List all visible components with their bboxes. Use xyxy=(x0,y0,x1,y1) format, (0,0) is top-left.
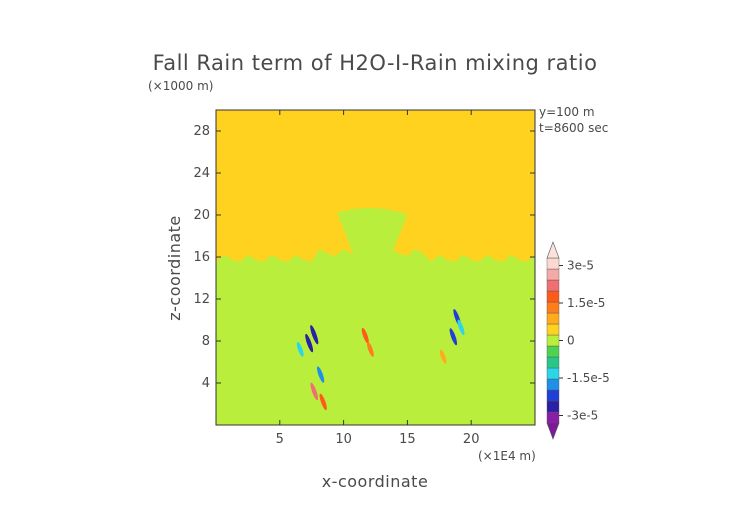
y-unit-label: (×1000 m) xyxy=(148,79,213,93)
annotation-t: t=8600 sec xyxy=(539,121,608,135)
colorbar-tick-label: -3e-5 xyxy=(567,409,598,423)
colorbar-swatch xyxy=(546,345,560,358)
colorbar-min-arrow xyxy=(546,422,560,440)
colorbar-swatch xyxy=(546,268,560,281)
y-tick-label: 8 xyxy=(202,334,210,349)
y-tick-label: 28 xyxy=(193,124,210,139)
x-tick-label: 20 xyxy=(463,432,480,447)
x-axis-title: x-coordinate xyxy=(322,472,429,491)
y-tick-label: 12 xyxy=(193,292,210,307)
y-tick-label: 16 xyxy=(193,250,210,265)
x-tick-label: 10 xyxy=(335,432,352,447)
colorbar-swatch xyxy=(546,290,560,303)
chart-title: Fall Rain term of H2O-I-Rain mixing rati… xyxy=(153,51,598,75)
colorbar-tick-label: 1.5e-5 xyxy=(567,296,605,310)
field-feature xyxy=(367,342,374,357)
colorbar-swatch xyxy=(546,279,560,292)
field-layer xyxy=(216,208,535,425)
colorbar-swatch xyxy=(546,389,560,402)
field-feature xyxy=(310,382,319,401)
field-feature xyxy=(296,342,304,357)
colorbar-swatch xyxy=(546,378,560,391)
colorbar-swatch xyxy=(546,411,560,424)
colorbar-tick-label: 0 xyxy=(567,334,575,348)
y-axis: 4 8 12 16 20 24 28 xyxy=(193,124,535,391)
colorbar-swatch xyxy=(546,312,560,325)
plot-frame xyxy=(215,109,536,426)
field-region xyxy=(337,208,408,268)
y-tick-label: 24 xyxy=(193,166,210,181)
y-tick-label: 4 xyxy=(202,376,210,391)
colorbar-swatch xyxy=(546,356,560,369)
field-feature xyxy=(439,349,447,364)
plot-area xyxy=(215,109,536,426)
field-feature xyxy=(305,333,314,353)
x-tick-label: 15 xyxy=(399,432,416,447)
colorbar-swatch xyxy=(546,257,560,270)
field-feature xyxy=(317,366,325,383)
colorbar: 3e-5 1.5e-5 0 -1.5e-5 -3e-5 xyxy=(546,241,610,440)
colorbar-swatch xyxy=(546,367,560,380)
field-feature xyxy=(319,393,327,411)
colorbar-tick-label: 3e-5 xyxy=(567,259,594,273)
x-tick-label: 5 xyxy=(276,432,284,447)
y-axis-title: z-coordinate xyxy=(165,215,184,321)
colorbar-swatch xyxy=(546,323,560,336)
colorbar-swatch xyxy=(546,301,560,314)
field-feature xyxy=(310,325,319,345)
field-region xyxy=(216,248,535,425)
annotation-y: y=100 m xyxy=(539,105,595,119)
field-feature xyxy=(449,328,458,346)
colorbar-swatch xyxy=(546,400,560,413)
colorbar-max-arrow xyxy=(546,241,560,259)
field-feature xyxy=(457,319,465,336)
x-unit-label: (×1E4 m) xyxy=(478,449,536,463)
y-tick-label: 20 xyxy=(193,208,210,223)
x-axis: 5 10 15 20 xyxy=(276,110,480,447)
field-feature xyxy=(361,327,369,344)
colorbar-swatch xyxy=(546,334,560,347)
colorbar-tick-label: -1.5e-5 xyxy=(567,371,610,385)
